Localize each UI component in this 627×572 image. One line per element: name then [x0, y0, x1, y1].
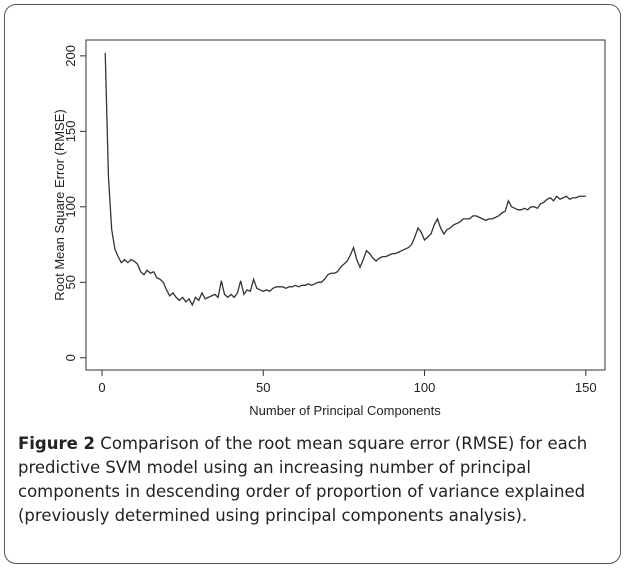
x-tick-label: 150 — [575, 380, 597, 395]
data-line — [104, 52, 586, 307]
x-tick-label: 50 — [256, 380, 270, 395]
y-tick-label: 150 — [63, 120, 78, 142]
y-tick-label: 50 — [63, 275, 78, 289]
x-tick-label: 100 — [414, 380, 436, 395]
x-axis-label: Number of Principal Components — [249, 403, 441, 418]
caption-label: Figure 2 — [18, 434, 96, 453]
y-axis-label: Root Mean Square Error (RMSE) — [52, 109, 67, 300]
chart: Number of Principal Components Root Mean… — [52, 39, 606, 418]
x-tick-label: 0 — [98, 380, 105, 395]
y-tick-label: 200 — [63, 45, 78, 67]
y-tick-label: 100 — [63, 196, 78, 218]
y-tick-label: 0 — [63, 354, 78, 361]
figure-frame — [4, 4, 621, 564]
caption-text: Comparison of the root mean square error… — [18, 434, 588, 525]
plot-box — [85, 39, 606, 371]
caption: Figure 2 Comparison of the root mean squ… — [18, 432, 608, 528]
